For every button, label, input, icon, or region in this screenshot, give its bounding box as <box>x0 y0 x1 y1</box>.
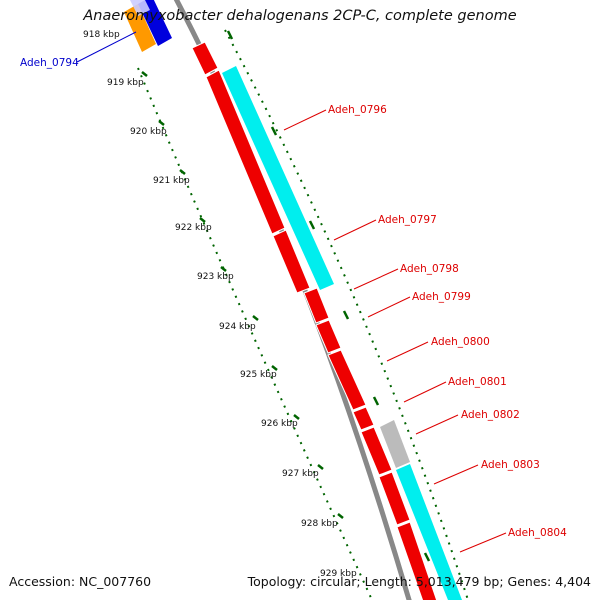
inner-major-ticks <box>141 71 344 519</box>
gene-label-adeh-0796: Adeh_0796 <box>328 104 387 116</box>
kbp-label-919: 919 kbp <box>107 78 144 88</box>
feature-blue-faded <box>130 0 150 16</box>
kbp-label-925: 925 kbp <box>240 370 277 380</box>
kbp-label-921: 921 kbp <box>153 176 190 186</box>
kbp-label-924: 924 kbp <box>219 322 256 332</box>
rna-track-segment-1 <box>222 66 334 290</box>
gene-label-adeh-0801: Adeh_0801 <box>448 376 507 388</box>
gene-label-adeh-0797: Adeh_0797 <box>378 214 437 226</box>
gene-adeh-0800 <box>315 319 342 354</box>
kbp-label-918: 918 kbp <box>83 30 120 40</box>
genome-backbone <box>173 0 412 600</box>
kbp-label-923: 923 kbp <box>197 272 234 282</box>
gene-adeh-0801 <box>327 349 367 411</box>
gene-red-tail <box>396 521 438 600</box>
pseudo-feature-grey <box>380 420 410 468</box>
gene-label-adeh-0798: Adeh_0798 <box>400 263 459 275</box>
feature-orange <box>124 4 156 52</box>
label-leaders <box>76 31 507 553</box>
gene-labels: Adeh_0794 Adeh_0796 Adeh_0797 Adeh_0798 … <box>20 57 567 539</box>
kbp-label-927: 927 kbp <box>282 469 319 479</box>
kbp-label-929: 929 kbp <box>320 569 357 579</box>
gene-label-adeh-0799: Adeh_0799 <box>412 291 471 303</box>
inner-scale-track <box>137 67 373 600</box>
gene-adeh-0804 <box>378 471 411 526</box>
gene-label-adeh-0802: Adeh_0802 <box>461 409 520 421</box>
gene-label-adeh-0794: Adeh_0794 <box>20 57 79 69</box>
genome-stats-text: Topology: circular; Length: 5,013,479 bp… <box>247 574 591 589</box>
genome-title: Anaeromyxobacter dehalogenans 2CP-C, com… <box>83 8 517 24</box>
gene-adeh-0803 <box>360 426 393 476</box>
gene-label-adeh-0804: Adeh_0804 <box>508 527 567 539</box>
kbp-label-926: 926 kbp <box>261 419 298 429</box>
gene-label-adeh-0803: Adeh_0803 <box>481 459 540 471</box>
gene-adeh-0802 <box>352 406 375 431</box>
gene-adeh-0798 <box>272 229 311 294</box>
kbp-label-928: 928 kbp <box>301 519 338 529</box>
kbp-label-922: 922 kbp <box>175 223 212 233</box>
accession-text: Accession: NC_007760 <box>9 574 152 589</box>
cds-track <box>191 41 438 600</box>
kbp-label-920: 920 kbp <box>130 127 167 137</box>
gene-adeh-0799 <box>303 287 330 324</box>
gene-label-adeh-0800: Adeh_0800 <box>431 336 490 348</box>
rna-track-segment-2 <box>396 464 462 600</box>
gene-adeh-0796 <box>191 41 219 76</box>
gene-adeh-0797 <box>205 69 286 235</box>
kbp-labels: 918 kbp 919 kbp 920 kbp 921 kbp 922 kbp … <box>83 30 357 579</box>
